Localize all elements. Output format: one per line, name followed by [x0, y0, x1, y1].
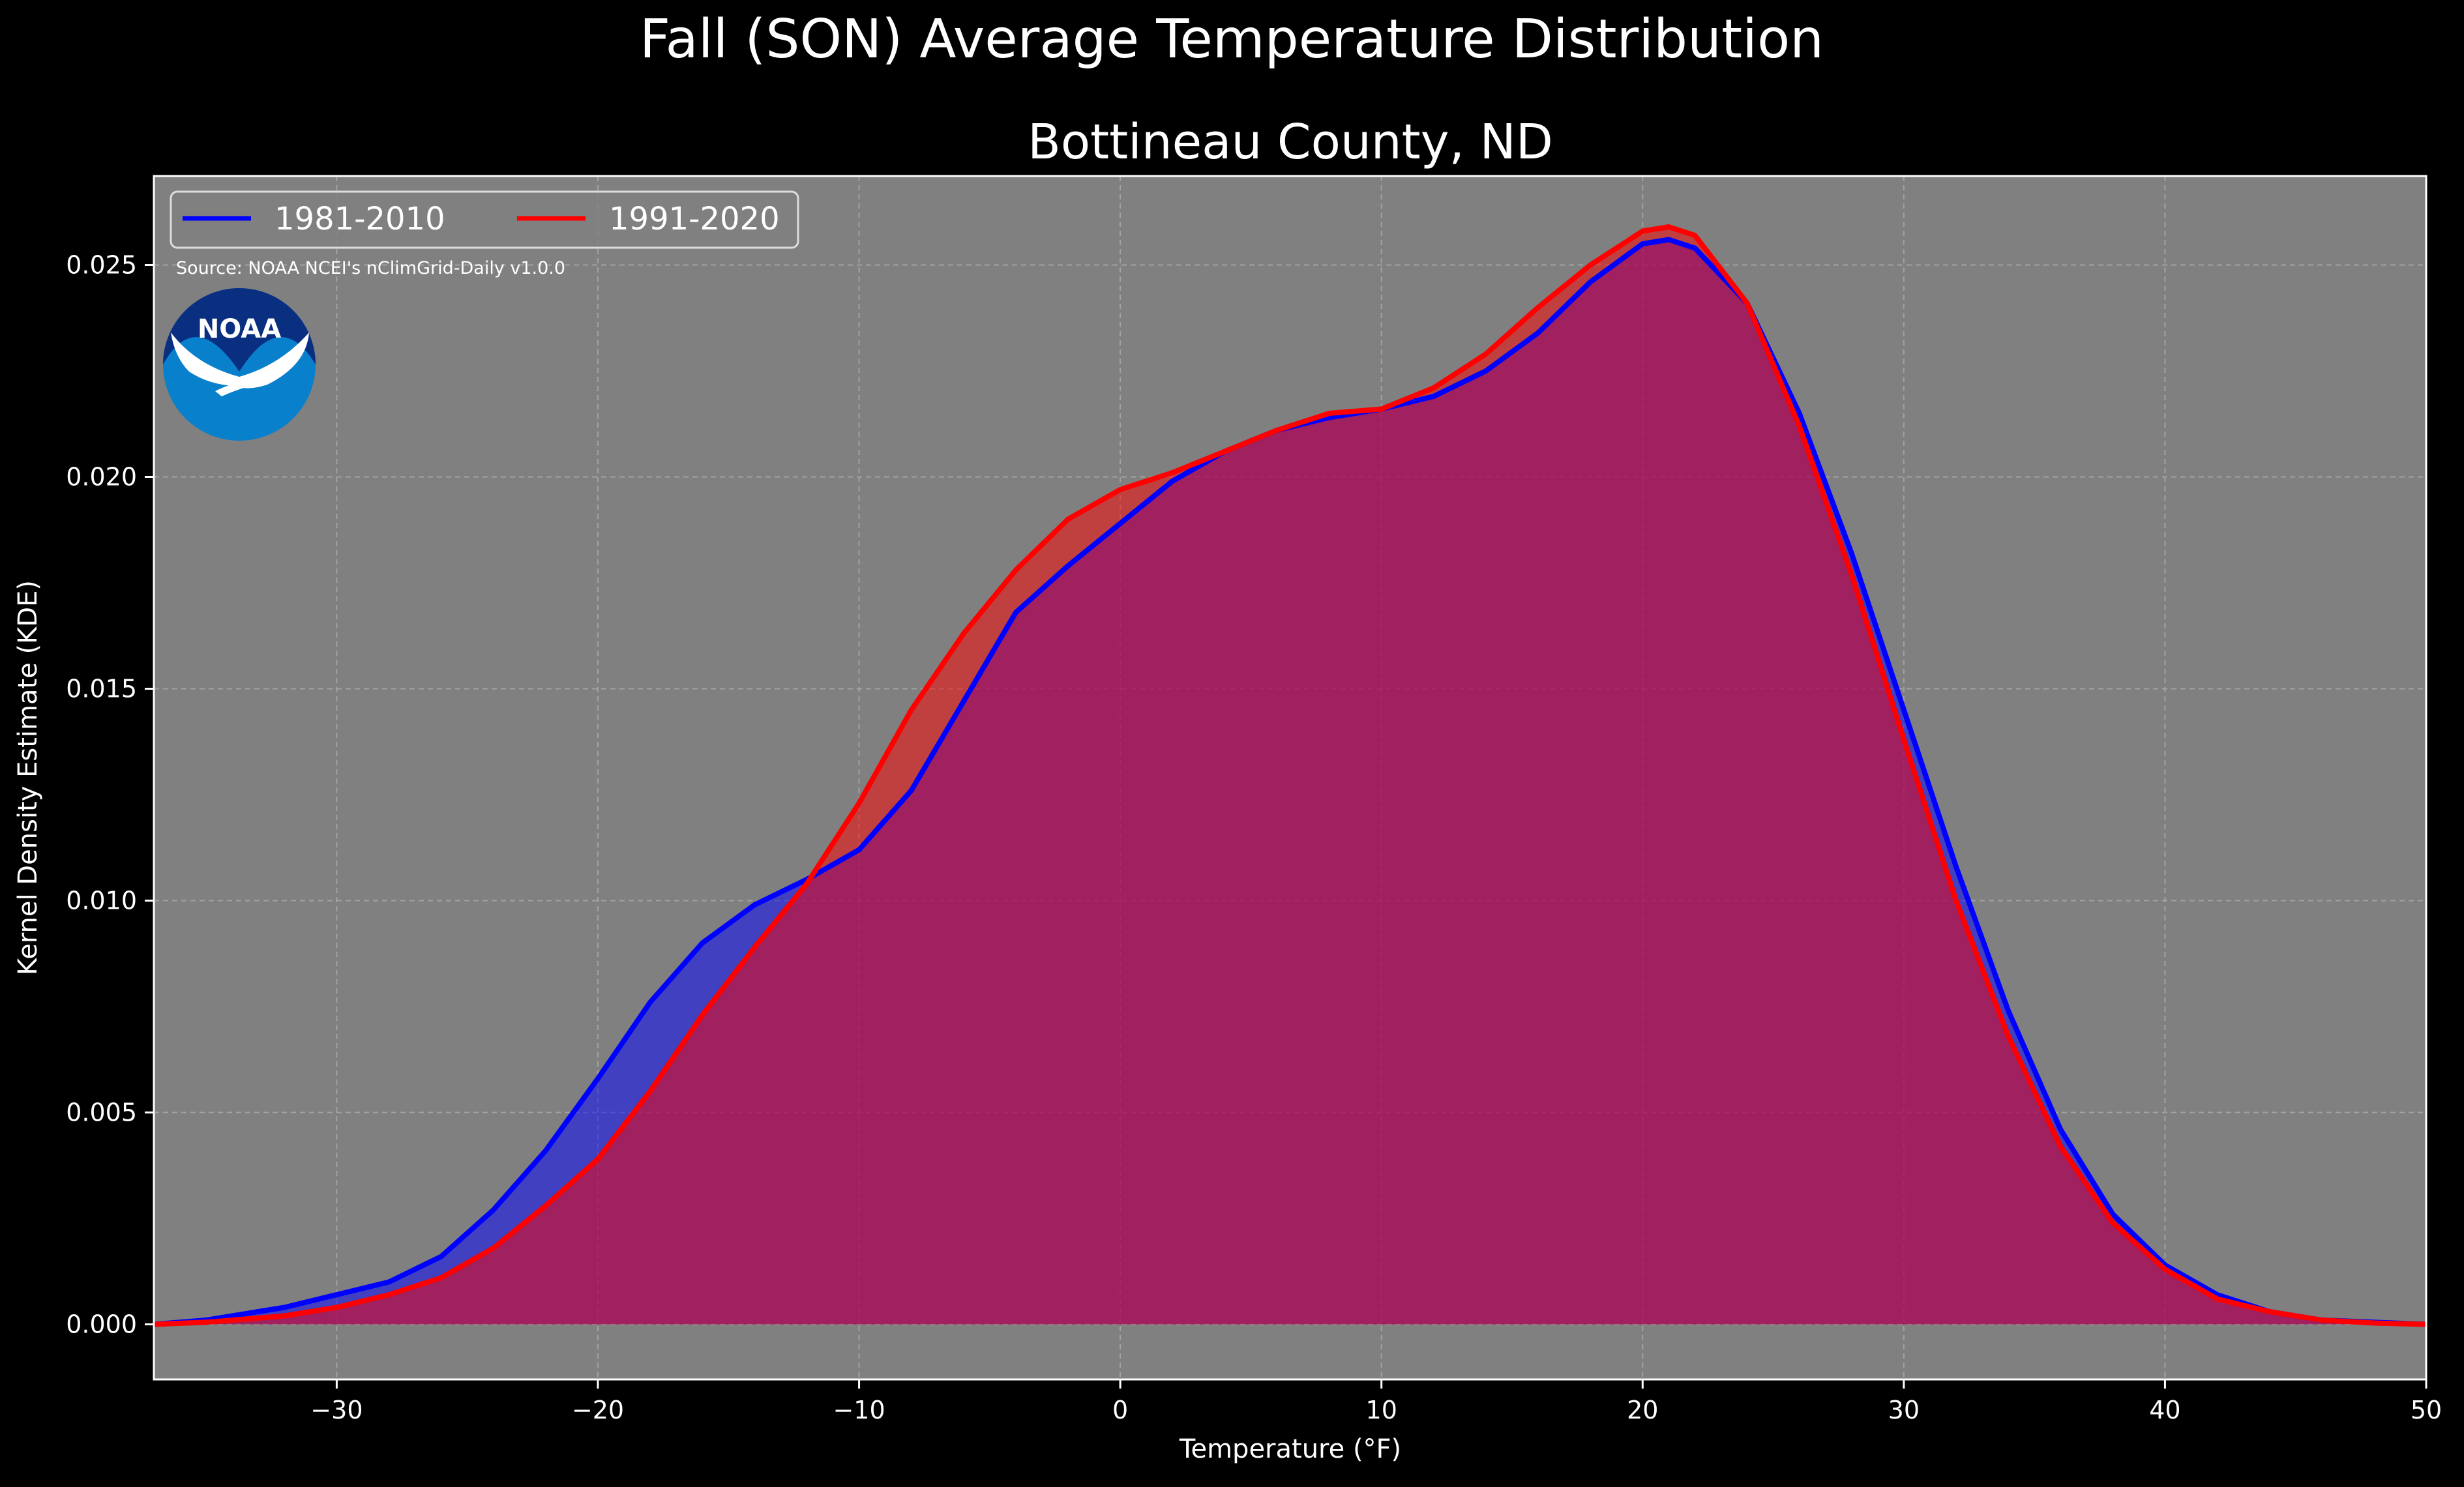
source-annotation: Source: NOAA NCEI's nClimGrid-Daily v1.0…	[176, 258, 565, 278]
legend-label-1991-2020: 1991-2020	[609, 201, 780, 237]
x-tick-label: 0	[1112, 1396, 1128, 1424]
y-tick-label: 0.020	[66, 463, 137, 492]
legend-box	[170, 190, 799, 249]
y-axis-label: Kernel Density Estimate (KDE)	[13, 580, 43, 975]
x-tick-label: 20	[1627, 1396, 1658, 1424]
y-tick-label: 0.000	[66, 1310, 137, 1339]
logo-gull-icon	[171, 332, 309, 389]
series-layer	[153, 224, 2427, 1327]
plot-frame	[153, 175, 2427, 1381]
x-tick-label: −30	[310, 1396, 363, 1424]
x-tick-label: 30	[1888, 1396, 1920, 1424]
y-tick-label: 0.015	[66, 675, 137, 703]
x-tick-label: −20	[572, 1396, 624, 1424]
area-1991-2020	[154, 227, 2426, 1325]
line-1981-2010	[153, 237, 2427, 1327]
chart-title: Fall (SON) Average Temperature Distribut…	[640, 8, 1824, 70]
y-tick-label: 0.010	[66, 887, 137, 915]
logo-text: NOAA	[198, 314, 281, 344]
x-tick-label: −10	[833, 1396, 885, 1424]
logo-top	[163, 288, 316, 372]
line-1991-2020	[153, 224, 2427, 1327]
x-tick-label: 10	[1366, 1396, 1397, 1424]
y-tick-label: 0.025	[66, 251, 137, 280]
x-tick-label: 50	[2411, 1396, 2442, 1424]
x-axis-label: Temperature (°F)	[1179, 1434, 1401, 1464]
noaa-logo: NOAA	[163, 288, 316, 441]
logo-gull-wing-icon	[215, 379, 274, 396]
chart-subtitle: Bottineau County, ND	[1028, 114, 1553, 170]
y-tick-label: 0.005	[66, 1098, 137, 1127]
legend: 1981-2010 1991-2020	[170, 190, 799, 249]
legend-label-1981-2010: 1981-2010	[275, 201, 445, 237]
tick-layer: −30 −20 −10 0 10 20 30 40 50 0.000 0.005 0.010 0.015…	[66, 251, 2442, 1425]
x-tick-label: 40	[2149, 1396, 2180, 1424]
